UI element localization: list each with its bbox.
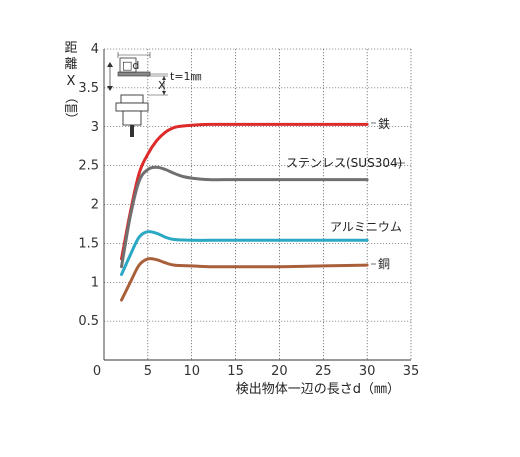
x-tick-label: 30 (359, 364, 376, 379)
x-tick-label: 10 (183, 364, 200, 379)
series-line-iron (120, 122, 369, 261)
y-tick-label: 0.5 (78, 314, 99, 329)
x-dim-arrow-bottom (162, 91, 166, 95)
y-axis-label-char: 離 (64, 57, 77, 72)
series-lines (120, 122, 369, 302)
arrow-head-up (107, 62, 113, 67)
y-axis-label: 距離X（㎜） (63, 41, 78, 126)
series-line-aluminum (120, 230, 369, 276)
x-dim-label: X (158, 79, 166, 92)
x-ticks: 0 5 10 15 20 25 30 35 (93, 364, 419, 379)
x-tick-label: 0 (93, 364, 101, 379)
sensor-cable (130, 125, 134, 137)
thickness-label: t=1㎜ (170, 70, 202, 83)
y-tick-label: 2.5 (78, 159, 99, 174)
y-tick-label: 1.5 (78, 236, 99, 251)
y-tick-label: 1 (91, 275, 99, 290)
sensor-diagram: □d X t=1㎜ (107, 52, 202, 137)
x-tick-label: 25 (315, 364, 332, 379)
x-tick-label: 15 (227, 364, 244, 379)
x-axis-label: 検出物体一辺の長さd（㎜） (236, 382, 400, 397)
y-tick-label: 2 (91, 198, 99, 213)
grid (104, 48, 412, 360)
y-tick-label: 4 (91, 42, 99, 57)
y-axis-label-char: （ (63, 90, 78, 103)
series-label-copper: 銅 (378, 257, 390, 271)
target-plate (117, 71, 151, 77)
series-label-stainless: ステンレス(SUS304) (286, 156, 402, 170)
target-d-label: □d (122, 59, 139, 72)
y-ticks: 0.5 1 1.5 2 2.5 3 3.5 4 (78, 42, 99, 329)
sensor-body (122, 110, 142, 126)
series-line-copper (120, 257, 369, 302)
y-tick-label: 3.5 (78, 81, 99, 96)
y-tick-label: 3 (91, 120, 99, 135)
axes (103, 49, 411, 361)
series-line-stainless (120, 165, 369, 269)
sensor-head (120, 94, 144, 104)
arrow-head-down (107, 86, 113, 91)
x-dim-arrow-top (162, 76, 166, 80)
x-tick-label: 20 (271, 364, 288, 379)
series-label-iron: 鉄 (378, 116, 390, 131)
y-axis-label-char: X (67, 74, 76, 89)
series-label-aluminum: アルミニウム (330, 220, 402, 234)
sensor-nut (115, 102, 149, 112)
x-tick-label: 5 (144, 364, 152, 379)
y-axis-label-char: 距 (64, 41, 77, 56)
target-square-box (119, 57, 137, 73)
x-tick-label: 35 (403, 364, 420, 379)
y-axis-label-char: ） (63, 112, 78, 125)
y-axis-label-char: ㎜ (64, 101, 77, 116)
